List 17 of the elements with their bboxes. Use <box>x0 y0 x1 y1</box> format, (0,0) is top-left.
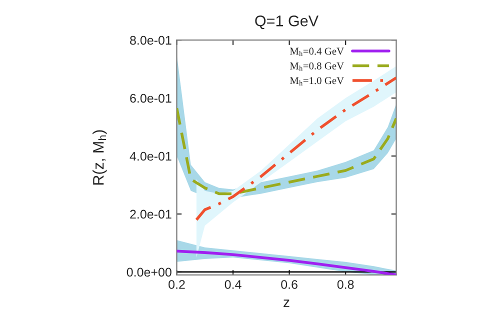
x-tick-label: 0.2 <box>168 280 185 289</box>
line-series <box>176 106 396 196</box>
legend-label: M$_{h}$=0.4 GeV <box>290 48 344 56</box>
legend-label: M$_{h}$=0.8 GeV <box>290 62 344 71</box>
x-tick-label: 0.8 <box>337 280 354 289</box>
x-tick-label: 0.6 <box>281 280 298 289</box>
y-tick-label: 4.0e-01 <box>130 152 172 161</box>
x-tick-label: 0.4 <box>224 280 242 289</box>
line-series <box>195 76 396 222</box>
chart-title: Q=1 GeV <box>255 16 318 30</box>
y-tick-label: 8.0e-01 <box>130 36 172 45</box>
legend-label: M$_{h}$=1.0 GeV <box>290 77 344 86</box>
y-tick-label: 6.0e-01 <box>130 94 172 103</box>
y-tick-label: 0.0e+00 <box>126 268 172 277</box>
y-tick-label: 2.0e-01 <box>130 210 172 219</box>
x-axis-title: z <box>284 300 290 308</box>
y-axis-title: R(z, M$_{h}$) <box>92 130 107 185</box>
